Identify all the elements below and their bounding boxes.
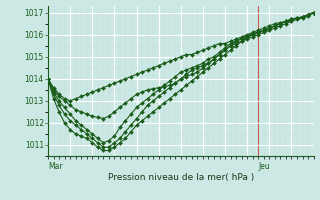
Text: Jeu: Jeu <box>258 162 270 171</box>
Text: Mar: Mar <box>48 162 63 171</box>
X-axis label: Pression niveau de la mer( hPa ): Pression niveau de la mer( hPa ) <box>108 173 254 182</box>
